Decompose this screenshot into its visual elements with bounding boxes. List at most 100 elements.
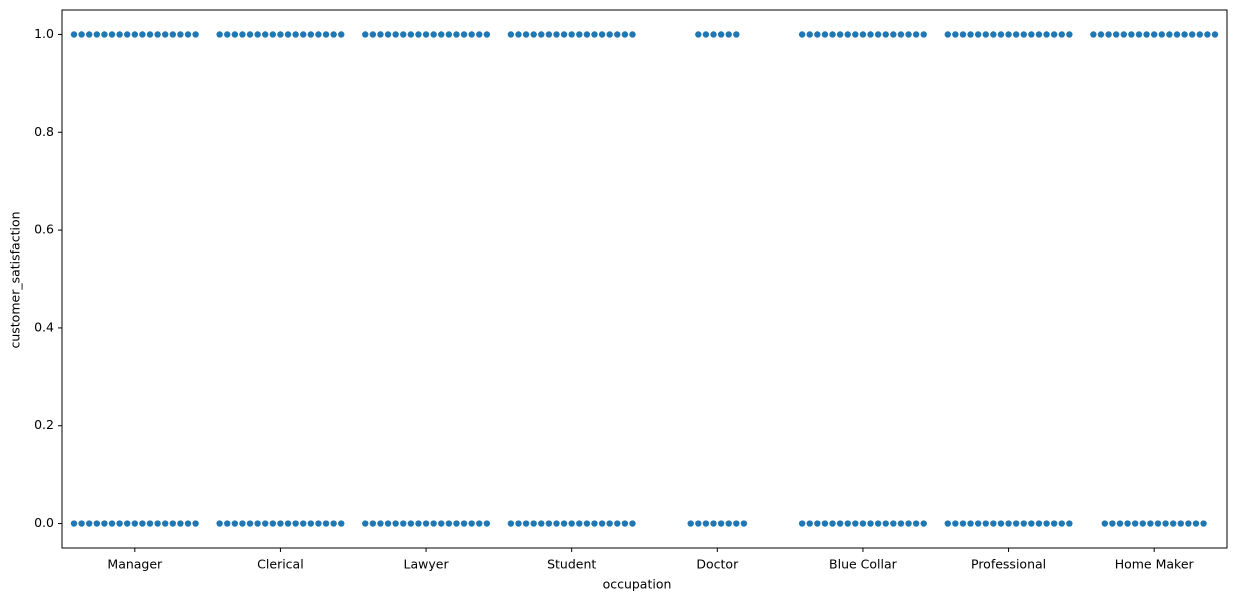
dot [1192,520,1200,527]
dot [269,520,277,527]
dot [131,520,139,527]
dot [400,31,407,38]
dot [1124,520,1131,527]
dot [1043,520,1050,527]
dot [169,31,177,38]
y-tick-label: 0.4 [34,319,54,334]
dot [1177,520,1184,527]
dot [959,520,967,527]
plot-frame [61,9,1228,549]
dot [515,31,522,38]
dot [522,31,530,38]
dot [269,31,277,38]
dot [997,31,1005,38]
dot [1090,31,1097,38]
dot [583,31,591,38]
dot [1005,31,1012,38]
dot [1050,520,1058,527]
dot [905,31,912,38]
dot [1097,31,1105,38]
dot [377,31,384,38]
dot [614,31,621,38]
dot [292,31,299,38]
dot [300,520,307,527]
dot [867,520,874,527]
dot [829,520,836,527]
dot [1020,31,1027,38]
dot [806,520,813,527]
dot [422,520,430,527]
dot [538,31,545,38]
dot [897,31,905,38]
dot [184,31,192,38]
dot [598,520,606,527]
dot [1204,31,1211,38]
dot [821,31,829,38]
dot [330,520,337,527]
dot [920,31,927,38]
x-tick-label: Doctor [696,557,739,572]
x-tick-label: Lawyer [404,557,450,572]
dot [905,520,912,527]
dot [867,31,874,38]
dot [453,520,460,527]
dot [1020,520,1027,527]
dot [621,31,629,38]
dot [1181,31,1188,38]
dot [974,520,982,527]
dot [629,520,636,527]
dot [1200,520,1207,527]
dot [445,520,453,527]
dot [507,31,515,38]
dot [146,520,154,527]
dot [852,31,859,38]
dot [86,520,93,527]
dot [591,31,598,38]
dot [101,520,108,527]
dot [1066,520,1073,527]
x-tick-label: Home Maker [1115,557,1195,572]
dot [192,520,199,527]
dot [560,520,568,527]
dot [1035,31,1043,38]
dot [369,520,377,527]
dot [710,520,717,527]
dot [560,31,568,38]
dot [362,520,369,527]
x-tick-label: Professional [971,557,1046,572]
dot [254,31,261,38]
dot [974,31,982,38]
dot [687,520,694,527]
dot [277,31,284,38]
dot [362,31,369,38]
dot [852,520,859,527]
dot [1058,31,1065,38]
dot [717,520,725,527]
dot [1143,31,1150,38]
y-tick-label: 0.6 [34,222,54,237]
dot [874,520,882,527]
dot [1162,520,1169,527]
dot [1105,31,1112,38]
dot [246,520,254,527]
dot [1043,31,1050,38]
dot [859,31,867,38]
dot [530,31,537,38]
dot [944,31,951,38]
dot [967,31,974,38]
dot [93,31,101,38]
dot [1101,520,1108,527]
dot [1028,520,1035,527]
dot [882,31,889,38]
dot [725,520,732,527]
dot [695,520,702,527]
dot [997,520,1005,527]
dot [407,520,415,527]
dot [1188,31,1196,38]
dot [78,31,85,38]
dot [108,520,116,527]
dot [292,520,299,527]
dot [952,520,959,527]
dot [86,31,93,38]
dot [101,31,108,38]
